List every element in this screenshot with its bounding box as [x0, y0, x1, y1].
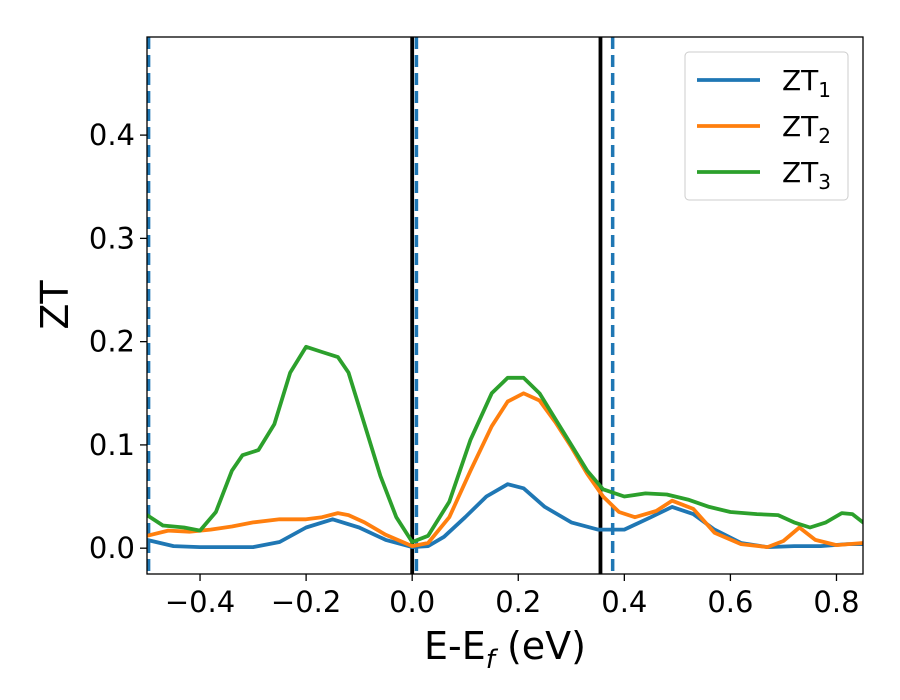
y-tick-label: 0.4 [89, 118, 135, 152]
x-tick-label: 0.4 [601, 585, 647, 619]
x-axis-title: E-Ef (eV) [424, 624, 586, 675]
y-axis-title: ZT [33, 280, 77, 330]
legend-label-zt2: ZT2 [782, 110, 831, 148]
x-tick-label: −0.2 [271, 585, 341, 619]
x-tick-label: 0.0 [389, 585, 435, 619]
x-tick-label: 0.6 [707, 585, 753, 619]
x-tick-label: −0.4 [165, 585, 235, 619]
y-tick-label: 0.1 [89, 428, 135, 462]
y-tick-label: 0.0 [89, 531, 135, 565]
y-tick-label: 0.2 [89, 325, 135, 359]
legend: ZT1 ZT2 ZT3 [684, 51, 849, 201]
legend-label-zt1: ZT1 [782, 64, 831, 102]
legend-label-zt3: ZT3 [782, 156, 831, 194]
y-tick-label: 0.3 [89, 221, 135, 255]
legend-box [684, 51, 849, 201]
series-line-zt3 [147, 344, 863, 544]
x-tick-label: 0.2 [495, 585, 541, 619]
series-line-zt2 [147, 391, 863, 549]
plot-frame [146, 36, 864, 575]
x-tick-label: 0.8 [813, 585, 859, 619]
